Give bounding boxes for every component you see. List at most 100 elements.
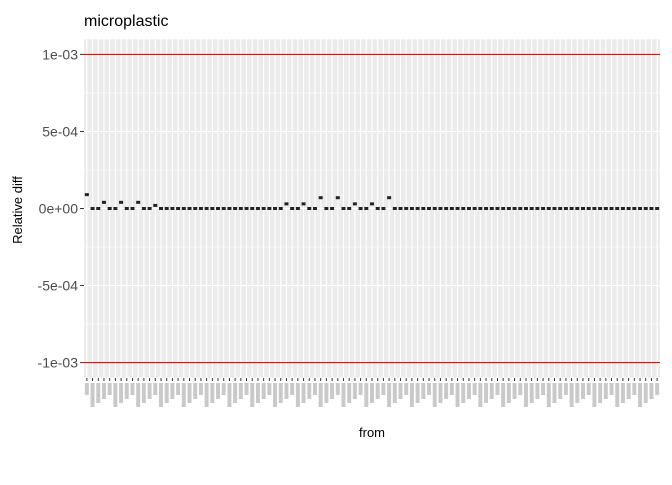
data-point [472,207,477,210]
data-points [84,193,660,210]
data-point [415,207,420,210]
data-point [387,196,392,200]
data-point [318,196,323,200]
data-point [198,207,203,210]
data-point [620,207,625,210]
y-axis-label: Relative diff [10,176,25,244]
data-point [221,207,226,210]
data-point [147,207,152,210]
data-point [244,207,249,210]
data-point [626,207,631,210]
data-point [632,207,637,210]
data-point [141,207,146,210]
data-point [130,207,135,210]
data-point [375,207,380,210]
data-point [523,207,528,210]
data-point [370,202,374,206]
chart-title: microplastic [84,13,168,30]
data-point [466,207,471,210]
data-point [444,207,449,210]
data-point [409,207,414,210]
data-point [563,207,568,210]
data-point [581,207,586,210]
data-point [552,207,557,210]
data-point [164,207,169,210]
data-point [284,202,289,206]
data-point [655,207,660,210]
data-point [278,207,283,210]
data-point [501,207,506,210]
data-point [649,207,654,210]
data-point [535,207,540,210]
data-point [541,207,546,210]
data-point [295,207,300,210]
data-point [107,207,112,210]
data-point [227,207,232,210]
data-point [598,207,603,210]
data-point [301,202,306,206]
data-point [101,200,106,204]
y-tick-label: -1e-03 [38,355,79,371]
data-point [307,207,312,210]
data-point [449,207,454,210]
data-point [421,207,426,210]
data-point [216,207,221,210]
data-point [586,207,591,210]
y-tick-label: 1e-03 [42,46,78,62]
y-axis: 1e-03 5e-04 0e+00 -5e-04 -1e-03 [38,46,84,371]
data-point [341,207,346,210]
data-point [546,207,551,210]
data-point [455,207,460,210]
data-point [438,207,443,210]
data-point [392,207,397,210]
data-point [512,207,517,210]
data-point [250,207,255,210]
data-point [176,207,181,210]
data-point [238,207,243,210]
data-point [90,207,95,210]
data-point [427,207,432,210]
data-point [347,207,352,210]
data-point [324,207,329,210]
data-point [461,207,466,210]
data-point [404,207,409,210]
x-axis-label: from [359,425,385,440]
data-point [255,207,260,210]
data-point [495,207,500,210]
data-point [335,196,340,200]
data-point [330,207,335,210]
data-point [489,207,494,210]
data-point [181,207,186,210]
data-point [267,207,272,210]
data-point [153,203,158,207]
data-point [187,207,192,210]
data-point [364,207,369,210]
data-point [119,200,124,204]
data-point [381,207,386,210]
x-axis [84,378,660,407]
data-point [609,207,614,210]
data-point [592,207,597,210]
data-point [193,207,198,210]
data-point [529,207,534,210]
data-point [96,207,101,210]
y-tick-label: -5e-04 [38,278,79,294]
data-point [233,207,238,210]
data-point [558,207,563,210]
data-point [312,207,317,210]
data-point [478,207,483,210]
data-point [290,207,295,210]
data-point [204,207,209,210]
data-point [638,207,643,210]
data-point [210,207,215,210]
data-point [113,207,118,210]
data-point [432,207,437,210]
data-point [569,207,574,210]
data-point [124,207,129,210]
data-point [506,207,511,210]
data-point [484,207,489,210]
y-tick-label: 0e+00 [39,201,79,217]
data-point [352,202,357,206]
